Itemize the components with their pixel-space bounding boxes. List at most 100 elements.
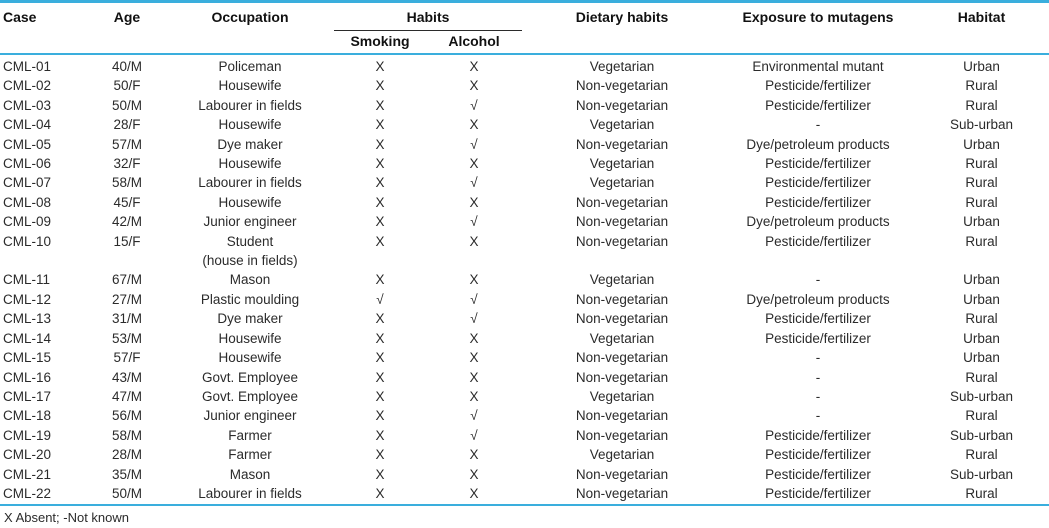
cell-habitat: Sub-urban — [949, 466, 1014, 482]
cell-occupation: Housewife — [218, 156, 282, 172]
cell-case: CML-09 — [3, 214, 52, 230]
cell-dietary: Vegetarian — [589, 272, 655, 288]
cell-case: CML-12 — [3, 291, 52, 307]
cell-occupation: Govt. Employee — [201, 388, 299, 404]
cell-dietary: Vegetarian — [589, 330, 655, 346]
table-row: CML-02 50/F Housewife X X Non-vegetarian Pesti… — [0, 76, 1049, 95]
cell-age: 57/F — [113, 350, 141, 366]
cell-exposure: - — [815, 350, 821, 366]
cell-alcohol: X — [469, 350, 479, 366]
col-header-habitat: Habitat — [914, 1, 1049, 55]
table-row: CML-07 58/M Labourer in fields X √ Vegetarian… — [0, 173, 1049, 192]
cell-alcohol: X — [469, 485, 479, 501]
cell-alcohol: X — [469, 272, 479, 288]
table-row: CML-16 43/M Govt. Employee X X Non-vegetarian… — [0, 368, 1049, 387]
cell-dietary: Non-vegetarian — [575, 466, 669, 482]
cell-exposure: Pesticide/fertilizer — [765, 156, 871, 172]
table-row: CML-12 27/M Plastic moulding √ √ Non-vegetari… — [0, 290, 1049, 309]
cell-dietary: Non-vegetarian — [575, 194, 669, 210]
cell-dietary: Non-vegetarian — [575, 233, 669, 249]
cell-habitat: Rural — [965, 369, 998, 385]
cell-exposure: Pesticide/fertilizer — [765, 427, 871, 443]
cell-case: CML-03 — [3, 97, 52, 113]
cell-smoking: X — [375, 175, 385, 191]
cell-smoking: X — [375, 214, 385, 230]
cell-occupation-line2: (house in fields) — [202, 253, 298, 269]
col-header-smoking: Smoking — [334, 30, 426, 55]
cell-occupation: Mason — [229, 466, 271, 482]
cell-exposure: Pesticide/fertilizer — [765, 233, 871, 249]
cell-habitat: Urban — [963, 272, 1000, 288]
col-header-occupation: Occupation — [166, 1, 334, 55]
cell-case: CML-11 — [3, 272, 51, 288]
cell-exposure: Pesticide/fertilizer — [765, 194, 871, 210]
cell-exposure: Pesticide/fertilizer — [765, 330, 871, 346]
cell-age: 15/F — [113, 233, 141, 249]
cell-habitat: Urban — [963, 350, 1000, 366]
cell-exposure: Dye/petroleum products — [746, 136, 890, 152]
footer-divider — [0, 504, 1049, 507]
table-row: CML-05 57/M Dye maker X √ Non-vegetarian Dye/p… — [0, 135, 1049, 154]
table-row: CML-13 31/M Dye maker X √ Non-vegetarian Pesti… — [0, 309, 1049, 328]
cell-occupation: Labourer in fields — [198, 485, 302, 501]
cell-habitat: Rural — [965, 194, 998, 210]
header-row-sub: Smoking Alcohol — [0, 30, 1049, 55]
cell-exposure: Pesticide/fertilizer — [765, 311, 871, 327]
cell-habitat: Urban — [963, 214, 1000, 230]
col-header-alcohol: Alcohol — [426, 30, 523, 55]
cell-smoking: X — [375, 78, 385, 94]
cell-dietary: Non-vegetarian — [575, 78, 669, 94]
cell-habitat: Urban — [963, 136, 1000, 152]
cell-exposure: - — [815, 272, 821, 288]
cell-smoking: X — [375, 311, 385, 327]
cell-smoking: X — [375, 466, 385, 482]
cell-alcohol: √ — [470, 427, 478, 443]
table-header: Case Age Occupation Habits Dietary habit… — [0, 1, 1049, 55]
cell-age: 50/F — [113, 78, 141, 94]
cml-cases-table: Case Age Occupation Habits Dietary habit… — [0, 0, 1049, 503]
cell-habitat: Sub-urban — [949, 427, 1014, 443]
table-body: CML-01 40/M Policeman X X Vegetarian Environme… — [0, 54, 1049, 503]
cell-exposure: Pesticide/fertilizer — [765, 466, 871, 482]
cell-smoking: X — [375, 447, 385, 463]
cell-alcohol: √ — [470, 408, 478, 424]
cell-age: 56/M — [111, 408, 142, 424]
cell-habitat: Sub-urban — [949, 388, 1014, 404]
cell-occupation: Dye maker — [217, 136, 283, 152]
cell-alcohol: √ — [470, 136, 478, 152]
cell-habitat: Urban — [963, 330, 1000, 346]
cell-habitat: Rural — [965, 78, 998, 94]
cell-smoking: X — [375, 330, 385, 346]
cell-age: 57/M — [111, 136, 142, 152]
cell-exposure: Pesticide/fertilizer — [765, 175, 871, 191]
cell-occupation: Govt. Employee — [201, 369, 299, 385]
table-row: CML-15 57/F Housewife X X Non-vegetarian - Urba… — [0, 348, 1049, 367]
cell-exposure: Pesticide/fertilizer — [765, 485, 871, 501]
cell-occupation: Housewife — [218, 330, 282, 346]
cell-smoking: X — [375, 59, 385, 74]
cell-dietary: Vegetarian — [589, 447, 655, 463]
cell-exposure: - — [815, 388, 821, 404]
cell-occupation: Student (house in fields) — [166, 232, 334, 271]
col-header-age: Age — [88, 1, 166, 55]
col-header-exposure: Exposure to mutagens — [722, 1, 915, 55]
cell-habitat: Rural — [965, 408, 998, 424]
cell-smoking: X — [375, 272, 385, 288]
cell-age: 27/M — [111, 291, 142, 307]
cell-alcohol: √ — [470, 97, 478, 113]
cell-occupation: Housewife — [218, 350, 282, 366]
table-row: CML-19 58/M Farmer X √ Non-vegetarian Pesticid… — [0, 426, 1049, 445]
cell-habitat: Urban — [963, 291, 1000, 307]
table-row: CML-01 40/M Policeman X X Vegetarian Environme… — [0, 54, 1049, 76]
cell-dietary: Non-vegetarian — [575, 408, 669, 424]
cell-age: 28/F — [113, 117, 141, 133]
cell-habitat: Rural — [965, 97, 998, 113]
table-row: CML-11 67/M Mason X X Vegetarian - Urban — [0, 270, 1049, 289]
cell-age: 28/M — [111, 447, 142, 463]
cell-habitat: Sub-urban — [949, 117, 1014, 133]
cell-exposure: Pesticide/fertilizer — [765, 97, 871, 113]
cell-case: CML-19 — [3, 427, 52, 443]
cell-age: 58/M — [111, 427, 142, 443]
cell-alcohol: X — [469, 369, 479, 385]
cell-alcohol: X — [469, 156, 479, 172]
